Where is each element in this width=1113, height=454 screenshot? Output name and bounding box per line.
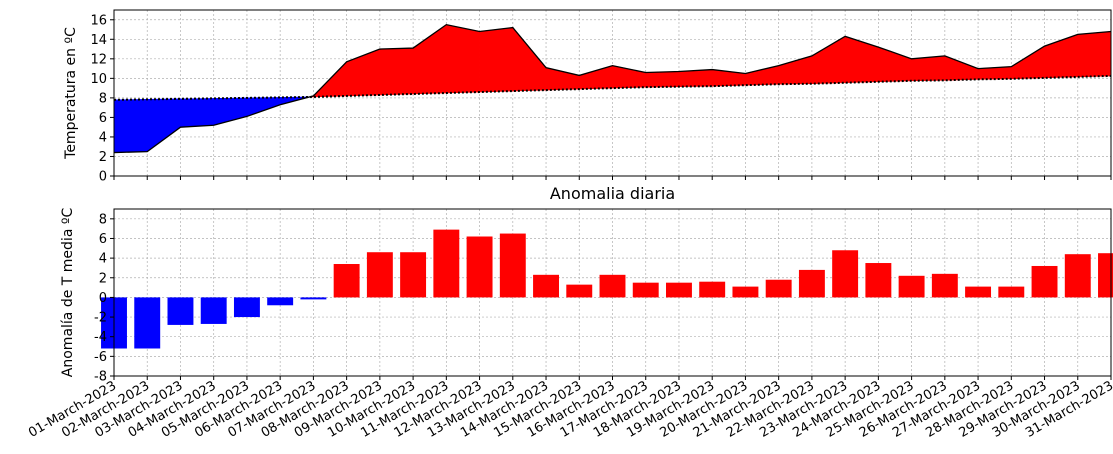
- bottom-y-tick-label: 2: [99, 271, 107, 286]
- anomaly-bar: [732, 286, 759, 298]
- temperature-fill-segment: [844, 35, 879, 84]
- anomaly-bar: [267, 297, 294, 306]
- anomaly-bar: [466, 236, 493, 298]
- bottom-y-tick-label: -8: [94, 370, 107, 385]
- anomaly-bar: [865, 263, 892, 298]
- top-y-tick-label: 14: [90, 33, 107, 48]
- anomaly-bar: [333, 264, 360, 298]
- anomaly-bar: [533, 274, 559, 298]
- bottom-y-tick-label: 4: [99, 252, 107, 267]
- top-x-ticks: [113, 176, 1112, 180]
- anomaly-bar: [832, 250, 859, 298]
- top-y-tick-label: 8: [99, 91, 107, 106]
- top-y-tick-label: 0: [99, 170, 107, 185]
- top-y-tick-label: 4: [99, 130, 107, 145]
- bottom-y-tick-label: 0: [99, 291, 107, 306]
- bottom-x-ticks: 01-March-202302-March-202303-March-20230…: [26, 376, 1113, 441]
- anomaly-bar: [1098, 253, 1113, 298]
- temperature-fill-segment: [1077, 31, 1112, 78]
- anomaly-bar: [798, 269, 825, 298]
- temperature-fill-segment: [412, 24, 447, 95]
- temperature-fill-segment: [578, 65, 613, 90]
- top-y-axis-label: Temperatura en ºC: [63, 27, 79, 160]
- temperature-fill-segment: [512, 26, 547, 92]
- top-y-ticks: 0 2 4 6 8 10 12 14 16: [90, 13, 114, 185]
- anomaly-bar: [433, 229, 460, 298]
- bottom-y-tick-label: 6: [99, 232, 107, 247]
- temperature-fill-segment: [811, 35, 846, 85]
- temperature-fill-segment: [1010, 45, 1045, 80]
- anomaly-bar: [566, 284, 593, 298]
- temperature-panel: 0 2 4 6 8 10 12 14 16 Temperatura en ºC: [63, 9, 1112, 185]
- top-y-tick-label: 12: [90, 52, 107, 67]
- bottom-y-tick-label: 8: [99, 212, 107, 227]
- temperature-fill-segment: [645, 71, 680, 88]
- anomaly-bar: [1064, 254, 1091, 298]
- bottom-y-axis-label: Anomalía de T media ºC: [60, 208, 76, 378]
- anomaly-bar: [300, 297, 327, 300]
- anomaly-bar: [167, 297, 194, 325]
- temperature-fill-segment: [146, 98, 181, 153]
- top-y-tick-label: 10: [90, 72, 107, 87]
- anomaly-bar: [765, 279, 792, 298]
- temperature-fill-segment: [911, 55, 946, 82]
- anomaly-bar: [699, 281, 726, 298]
- anomaly-bar: [366, 252, 393, 298]
- bottom-y-ticks: -8 -6 -4 -2 0 2 4 6 8: [94, 212, 114, 385]
- anomaly-bar: [898, 275, 925, 298]
- temperature-fill-segment: [479, 27, 514, 93]
- top-fills: [113, 24, 1112, 153]
- anomaly-panel: Anomalia diaria -8 -6 -4 -2 0 2 4 6 8 01-March-2…: [26, 184, 1113, 441]
- anomaly-bar: [134, 297, 161, 349]
- temperature-fill-segment: [944, 55, 979, 81]
- top-y-tick-label: 16: [90, 13, 107, 28]
- bottom-y-tick-label: -2: [94, 311, 107, 326]
- top-y-tick-label: 2: [99, 150, 107, 165]
- bottom-y-tick-label: -6: [94, 350, 107, 365]
- anomaly-title: Anomalia diaria: [550, 184, 675, 203]
- temperature-fill-segment: [678, 69, 713, 87]
- anomaly-bar: [1031, 265, 1058, 298]
- temperature-fill-segment: [745, 65, 779, 86]
- top-grid: [113, 10, 1112, 177]
- anomaly-bar: [998, 286, 1025, 298]
- anomaly-bar: [599, 274, 626, 298]
- anomaly-bar: [200, 297, 227, 324]
- temperature-fill-segment: [379, 47, 414, 96]
- anomaly-bar: [400, 252, 427, 298]
- top-lines: [113, 23, 1112, 154]
- anomaly-bars: [101, 229, 1113, 349]
- anomaly-bar: [931, 273, 958, 298]
- temperature-fill-segment: [180, 98, 214, 128]
- bottom-y-tick-label: -4: [94, 330, 107, 345]
- observed-temperature-line: [113, 23, 1112, 154]
- top-y-tick-label: 6: [99, 111, 107, 126]
- temperature-fill-segment: [446, 24, 480, 94]
- anomaly-bar: [233, 297, 260, 318]
- anomaly-bar: [965, 286, 992, 298]
- anomaly-bar: [499, 233, 526, 298]
- anomaly-bar: [666, 282, 692, 298]
- temperature-fill-segment: [113, 99, 148, 153]
- anomaly-bar: [632, 282, 659, 298]
